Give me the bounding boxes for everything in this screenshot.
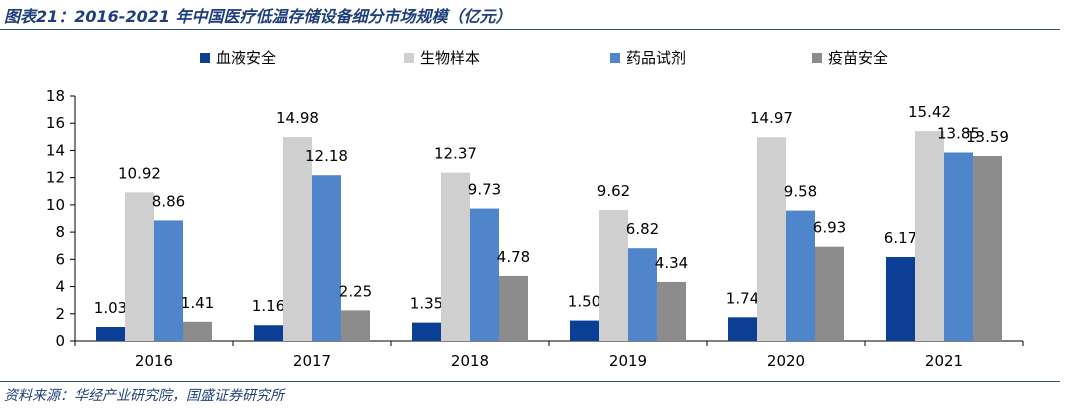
legend-item-label: 药品试剂	[626, 49, 686, 67]
y-tick-label: 14	[46, 141, 65, 159]
bar-2018-series-3	[470, 208, 499, 341]
legend-item-label: 血液安全	[216, 49, 276, 67]
x-tick-label: 2020	[767, 352, 805, 370]
bar-2016-series-2	[125, 192, 154, 341]
data-label: 1.74	[726, 289, 759, 307]
data-label: 15.42	[908, 103, 951, 121]
bar-2020-series-4	[815, 246, 844, 341]
x-tick-label: 2016	[135, 352, 173, 370]
legend-swatch	[404, 53, 414, 63]
y-tick-label: 6	[55, 250, 65, 268]
y-tick-label: 0	[55, 332, 65, 350]
bar-2018-series-2	[441, 172, 470, 341]
source-note: 资料来源：华经产业研究院，国盛证券研究所	[4, 388, 284, 404]
data-label: 13.59	[966, 128, 1009, 146]
bar-2018-series-1	[412, 322, 441, 341]
bar-2019-series-1	[570, 320, 599, 341]
x-tick-label: 2017	[293, 352, 331, 370]
data-label: 9.62	[597, 182, 630, 200]
bar-2016-series-4	[183, 321, 212, 341]
bar-2016-series-1	[96, 326, 125, 341]
data-label: 13.85	[937, 124, 980, 142]
bar-2019-series-3	[628, 248, 657, 341]
data-label: 14.97	[750, 109, 793, 127]
data-label: 9.73	[468, 181, 501, 199]
bar-2020-series-2	[757, 137, 786, 341]
data-label: 1.35	[410, 295, 443, 313]
figure-title: 图表21：2016-2021 年中国医疗低温存储设备细分市场规模（亿元）	[4, 7, 512, 26]
data-label: 1.16	[252, 297, 285, 315]
x-tick-label: 2018	[451, 352, 489, 370]
data-label: 9.58	[784, 183, 817, 201]
bar-2019-series-4	[657, 281, 686, 341]
bar-2016-series-3	[154, 220, 183, 341]
data-label: 8.86	[152, 192, 185, 210]
bar-chart: 0 2 4 6 8 10 12 14 16 18 2016 1.03 10.92 8.86 1.41 2017…	[46, 49, 1024, 370]
bar-2019-series-2	[599, 210, 628, 341]
legend-swatch	[812, 53, 822, 63]
bar-2018-series-4	[499, 275, 528, 341]
y-tick-label: 8	[55, 223, 65, 241]
data-label: 6.82	[626, 220, 659, 238]
data-label: 10.92	[118, 164, 161, 182]
data-label: 4.78	[497, 248, 530, 266]
bar-2017-series-2	[283, 137, 312, 341]
legend-item-label: 疫苗安全	[828, 49, 888, 67]
bar-2017-series-4	[341, 310, 370, 341]
data-label: 1.03	[94, 299, 127, 317]
data-label: 2.25	[339, 282, 372, 300]
y-tick-label: 10	[46, 196, 65, 214]
y-tick-label: 12	[46, 169, 65, 187]
bar-2020-series-1	[728, 317, 757, 341]
y-tick-label: 2	[55, 305, 65, 323]
data-label: 12.37	[434, 145, 477, 163]
legend-swatch	[610, 53, 620, 63]
bar-2021-series-2	[915, 131, 944, 341]
data-label: 14.98	[276, 109, 319, 127]
y-tick-label: 16	[46, 114, 65, 132]
data-label: 6.17	[884, 229, 917, 247]
data-label: 6.93	[813, 219, 846, 237]
bar-2017-series-1	[254, 325, 283, 341]
bottom-divider	[0, 381, 1060, 382]
legend-swatch	[200, 53, 210, 63]
bar-2021-series-3	[944, 152, 973, 341]
data-label: 4.34	[655, 254, 688, 272]
x-tick-label: 2019	[609, 352, 647, 370]
top-divider	[0, 29, 1060, 30]
y-tick-label: 18	[46, 87, 65, 105]
bar-2021-series-4	[973, 156, 1002, 341]
data-label: 1.50	[568, 293, 601, 311]
data-label: 1.41	[181, 294, 214, 312]
bar-2021-series-1	[886, 257, 915, 341]
y-tick-label: 4	[55, 278, 65, 296]
bar-2017-series-3	[312, 175, 341, 341]
x-tick-label: 2021	[925, 352, 963, 370]
data-label: 12.18	[305, 147, 348, 165]
bar-2020-series-3	[786, 210, 815, 341]
legend-item-label: 生物样本	[420, 49, 480, 67]
